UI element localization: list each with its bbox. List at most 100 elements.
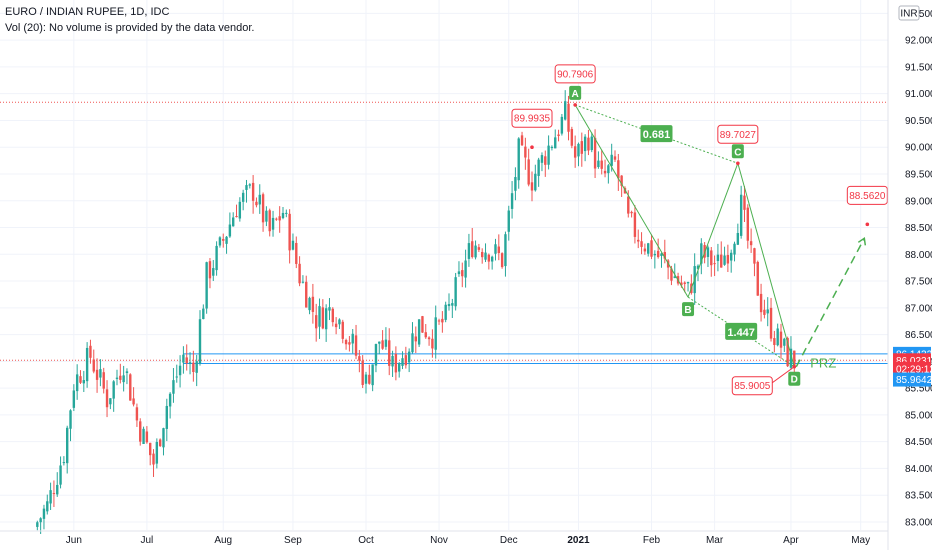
candle [783,337,786,352]
candle [617,153,620,191]
ratio-label-box [725,322,758,340]
price-callout-box [511,108,553,128]
candle [228,212,232,238]
candle [464,249,467,288]
y-tick-label: 90.0000 [905,143,932,154]
candle [135,403,139,427]
candle [66,425,69,474]
candle [500,252,504,269]
candle [564,90,567,121]
candle-body [248,184,251,186]
price-callout: 89.9935 [511,108,553,150]
candle [746,204,749,249]
y-tick-label: 84.0000 [905,464,932,475]
candle-body [295,242,298,264]
y-tick-label: 86.5000 [905,330,932,341]
candle-body [421,316,424,333]
candle [109,398,112,410]
candle [706,245,710,268]
candle-body [726,254,730,264]
candle-body [308,297,311,311]
candle [42,504,46,530]
candle [520,131,524,146]
x-tick-label: Jul [140,535,153,546]
ratio-label: 1.447 [725,322,758,340]
pattern-point-text: B [684,305,691,316]
projection-arrow [795,237,865,368]
candle [597,151,600,169]
candle [570,126,574,149]
candle-body [444,304,447,320]
candle [384,327,388,350]
candle [82,370,85,393]
candle [577,142,580,167]
candle [417,319,421,347]
x-tick-label: Dec [500,535,518,546]
candle [56,472,59,497]
price-callout-box [717,124,759,144]
axis-price-tag: 02:29:12 [893,361,932,376]
candle-body [417,319,421,345]
candle [348,336,351,352]
candle [162,427,165,456]
candle-body [172,380,175,394]
candle-body [404,355,408,366]
candle-body [175,376,178,378]
candle [756,260,759,296]
candle [368,364,371,385]
candle-body [208,261,212,279]
candle [205,261,208,314]
ratio-label-box [640,125,673,143]
candle [311,283,315,324]
candle-body [315,315,318,329]
time-axis[interactable]: Jun Jul Aug Sep Oct Nov Dec 2021 Feb Mar Apr May [0,530,888,546]
pattern-point-text: D [791,375,798,386]
candle-body [318,306,321,327]
candle [52,480,56,508]
x-tick-label: Aug [214,535,232,546]
y-tick-label: 88.0000 [905,250,932,261]
candle-body [268,210,271,232]
price-callout-dot [530,145,534,150]
candle-body [384,339,388,347]
candle-body [344,339,348,345]
candle-body [587,137,590,151]
candle-body [195,361,198,373]
candle-body [36,522,39,527]
candle [524,137,527,170]
candle [723,246,726,266]
candle [656,238,660,259]
y-tick-label: 91.5000 [905,62,932,73]
candle-body [185,357,188,364]
candle [580,132,583,167]
candle [245,179,248,203]
candle [149,442,152,466]
price-callout-box [731,376,773,396]
candle [773,330,776,353]
candle [653,250,657,269]
candle-body [95,369,99,380]
candle [474,240,477,260]
candle [112,380,115,412]
candle [451,298,454,318]
candle-body [547,145,550,165]
candle [328,298,331,321]
candle-body [540,155,544,163]
candle-body [464,260,467,278]
price-callout-text: 89.7027 [720,130,757,141]
candle-body [401,358,404,366]
candle-body [139,421,142,442]
candle-body [109,398,112,405]
price-axis[interactable]: 83.0000 83.5000 84.0000 84.5000 85.0000 85.50… [887,0,932,550]
candle-body [158,439,162,447]
y-tick-label: 87.5000 [905,277,932,288]
price-callout: 90.7906 [554,64,596,107]
y-tick-label: 85.5000 [905,384,932,395]
horizontal-levels [0,101,888,365]
candle [730,249,733,273]
candle-body [228,224,232,237]
projection-arrow-head [857,237,867,246]
candle-body [115,377,119,379]
candle [265,206,268,227]
